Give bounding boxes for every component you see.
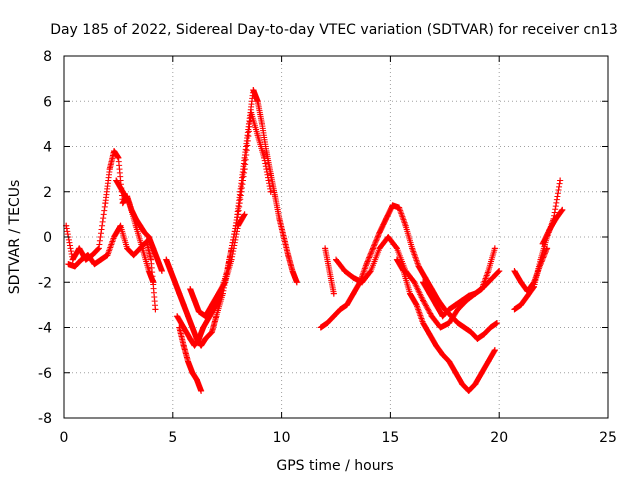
x-tick-label: 5 — [168, 430, 177, 446]
data-series-arc15 — [539, 206, 566, 247]
x-tick-label: 25 — [599, 430, 617, 446]
data-series-arc14 — [511, 245, 551, 295]
y-tick-label: -4 — [38, 321, 52, 337]
data-series-arc2 — [65, 222, 159, 313]
y-tick-label: -8 — [38, 411, 52, 427]
x-tick-label: 15 — [381, 430, 399, 446]
data-point-trail — [539, 206, 566, 247]
data-series-arc9 — [322, 245, 337, 297]
data-series-arc4 — [163, 86, 300, 349]
ticks-layer: 0 5 10 15 20 25 -8 -6 -4 -2 0 2 4 6 8 — [38, 49, 617, 446]
x-tick-label: 0 — [60, 430, 69, 446]
y-tick-label: -6 — [38, 366, 52, 382]
y-tick-label: 6 — [43, 94, 52, 110]
x-axis-label: GPS time / hours — [276, 458, 393, 474]
y-tick-label: 8 — [43, 49, 52, 65]
data-point-trail — [176, 324, 205, 394]
x-tick-label: 20 — [490, 430, 508, 446]
data-point-trail — [393, 256, 498, 394]
data-point-trail — [187, 211, 248, 320]
data-point-trail — [163, 86, 300, 349]
data-point-trail — [322, 245, 337, 297]
y-axis-label: SDTVAR / TECUs — [7, 180, 23, 295]
data-series-arc5 — [174, 109, 274, 349]
data-point-trail — [420, 245, 498, 320]
data-series-arc3 — [113, 177, 157, 286]
data-series-arc11 — [393, 256, 498, 394]
data-series-arc7 — [187, 211, 248, 320]
data-point-trail — [511, 245, 551, 295]
y-tick-label: 4 — [43, 140, 52, 156]
data-point-trail — [65, 222, 159, 313]
x-tick-label: 10 — [273, 430, 291, 446]
y-tick-label: 0 — [43, 230, 52, 246]
chart-title: Day 185 of 2022, Sidereal Day-to-day VTE… — [50, 22, 618, 38]
marks-layer — [63, 86, 566, 394]
y-tick-label: -2 — [38, 275, 52, 291]
data-series-arc13 — [511, 177, 564, 313]
y-tick-label: 2 — [43, 185, 52, 201]
data-point-trail — [511, 177, 564, 313]
data-series-arc6 — [176, 324, 205, 394]
data-series-arc12 — [420, 245, 498, 320]
data-point-trail — [113, 177, 157, 286]
